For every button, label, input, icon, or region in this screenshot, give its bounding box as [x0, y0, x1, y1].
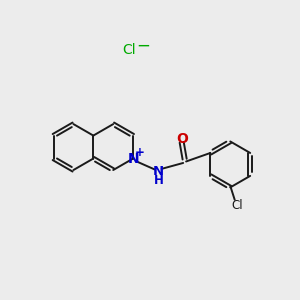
- Text: +: +: [135, 146, 145, 159]
- Text: O: O: [176, 132, 188, 146]
- Text: −: −: [136, 37, 151, 55]
- Text: N: N: [153, 165, 164, 178]
- Text: N: N: [127, 152, 139, 166]
- Text: Cl: Cl: [123, 43, 136, 57]
- Text: H: H: [154, 173, 164, 187]
- Text: Cl: Cl: [231, 199, 243, 212]
